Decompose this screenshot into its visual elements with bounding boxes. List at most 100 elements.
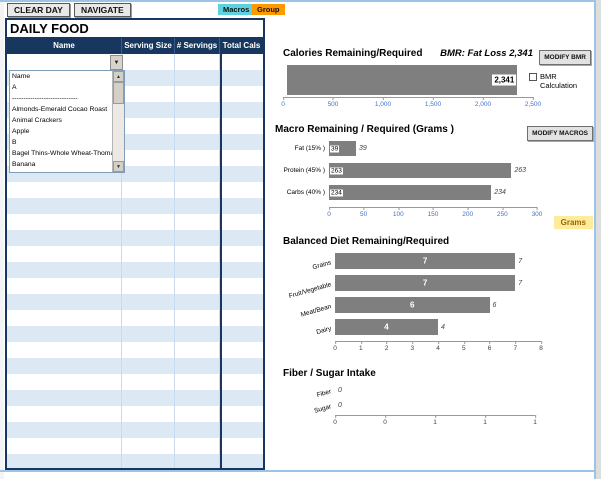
table-cell[interactable] [122,358,175,374]
table-cell[interactable] [175,198,220,214]
table-cell[interactable] [220,150,263,166]
scrollbar-track[interactable] [113,82,124,161]
table-row[interactable] [7,390,263,406]
dropdown-item[interactable]: A [12,84,17,91]
table-cell[interactable] [122,374,175,390]
table-cell[interactable] [7,246,122,262]
table-cell[interactable] [175,150,220,166]
dropdown-item[interactable]: Almonds-Emerald Cocao Roast [12,106,108,113]
table-cell[interactable] [175,230,220,246]
table-cell[interactable] [175,214,220,230]
table-cell[interactable] [175,438,220,454]
table-cell[interactable] [7,438,122,454]
table-cell[interactable] [220,70,263,86]
table-cell[interactable] [122,454,175,468]
table-cell[interactable] [122,310,175,326]
table-cell[interactable] [122,86,175,102]
dropdown-item[interactable]: Bagel Thins-Whole Wheat-Thoma [12,150,112,157]
table-cell[interactable] [220,422,263,438]
table-row[interactable] [7,454,263,468]
table-row[interactable] [7,342,263,358]
table-cell[interactable] [220,166,263,182]
table-cell[interactable] [220,342,263,358]
dropdown-item[interactable]: Name [12,73,31,80]
table-row[interactable] [7,438,263,454]
table-cell[interactable] [220,246,263,262]
table-cell[interactable] [220,326,263,342]
table-row[interactable] [7,406,263,422]
table-cell[interactable] [175,262,220,278]
clear-day-button[interactable]: CLEAR DAY [7,3,70,17]
table-cell[interactable] [7,310,122,326]
table-cell[interactable] [175,246,220,262]
table-cell[interactable] [7,182,122,198]
bmr-calculation-checkbox[interactable]: BMR Calculation [529,72,587,90]
table-cell[interactable] [220,262,263,278]
modify-macros-button[interactable]: MODIFY MACROS [527,126,593,141]
table-cell[interactable] [175,54,220,70]
table-cell[interactable] [175,406,220,422]
table-cell[interactable] [7,198,122,214]
table-cell[interactable] [175,182,220,198]
dropdown-scrollbar[interactable]: ▲ ▼ [112,71,124,172]
table-row[interactable] [7,54,263,70]
scrollbar-thumb[interactable] [113,82,124,104]
table-cell[interactable] [220,374,263,390]
table-cell[interactable] [122,214,175,230]
table-cell[interactable] [122,326,175,342]
table-cell[interactable] [175,326,220,342]
checkbox-icon[interactable] [529,73,537,81]
table-cell[interactable] [7,262,122,278]
table-cell[interactable] [175,358,220,374]
table-row[interactable] [7,294,263,310]
table-cell[interactable] [220,278,263,294]
table-cell[interactable] [175,102,220,118]
table-cell[interactable] [7,454,122,468]
table-cell[interactable] [122,166,175,182]
table-cell[interactable] [7,406,122,422]
table-cell[interactable] [122,294,175,310]
table-row[interactable] [7,198,263,214]
dropdown-item[interactable]: B [12,139,17,146]
dropdown-item[interactable]: Apple [12,128,30,135]
table-cell[interactable] [7,390,122,406]
table-cell[interactable] [7,166,122,182]
table-cell[interactable] [175,454,220,468]
table-cell[interactable] [122,134,175,150]
table-cell[interactable] [220,310,263,326]
table-cell[interactable] [175,342,220,358]
navigate-button[interactable]: NAVIGATE [74,3,131,17]
table-cell[interactable] [122,262,175,278]
scroll-up-icon[interactable]: ▲ [113,71,124,82]
scroll-down-icon[interactable]: ▼ [113,161,124,172]
table-cell[interactable] [220,182,263,198]
table-cell[interactable] [122,422,175,438]
table-cell[interactable] [220,454,263,468]
table-cell[interactable] [220,358,263,374]
dropdown-item[interactable]: Banana [12,161,36,168]
table-row[interactable] [7,214,263,230]
table-row[interactable] [7,326,263,342]
table-cell[interactable] [220,118,263,134]
table-cell[interactable] [220,54,263,70]
table-cell[interactable] [7,54,122,70]
table-cell[interactable] [122,102,175,118]
table-cell[interactable] [122,342,175,358]
dropdown-item[interactable]: ----------------------------- [12,95,78,102]
table-cell[interactable] [122,182,175,198]
table-row[interactable] [7,182,263,198]
table-cell[interactable] [7,358,122,374]
table-cell[interactable] [7,326,122,342]
table-cell[interactable] [175,422,220,438]
table-row[interactable] [7,374,263,390]
table-cell[interactable] [175,278,220,294]
table-cell[interactable] [220,102,263,118]
table-row[interactable] [7,310,263,326]
table-cell[interactable] [175,166,220,182]
table-cell[interactable] [220,230,263,246]
table-cell[interactable] [220,134,263,150]
table-cell[interactable] [7,374,122,390]
table-cell[interactable] [220,438,263,454]
table-cell[interactable] [175,374,220,390]
table-cell[interactable] [122,278,175,294]
